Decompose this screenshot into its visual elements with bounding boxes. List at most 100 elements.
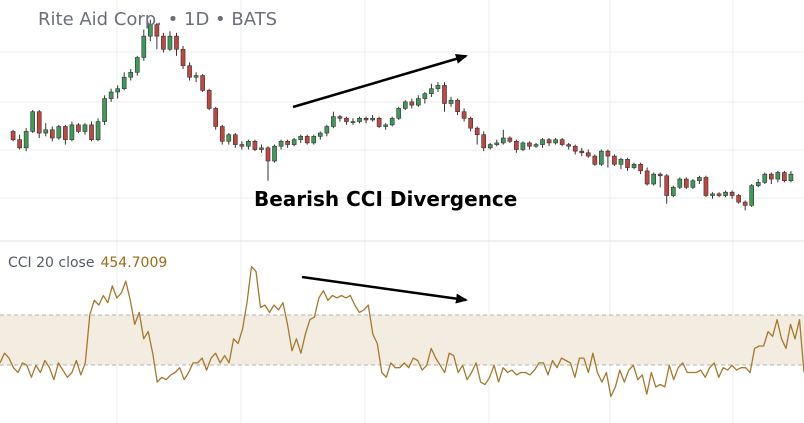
price-candles xyxy=(10,19,794,211)
candle-up xyxy=(272,145,277,162)
candle-up xyxy=(690,180,696,188)
candle-up xyxy=(141,35,147,58)
candle-down xyxy=(180,48,186,67)
candle-down xyxy=(252,140,258,150)
candle-down xyxy=(507,137,513,142)
candle-up xyxy=(396,108,402,119)
cci-divergence-arrow xyxy=(301,275,468,304)
candle-down xyxy=(664,175,670,196)
candle-up xyxy=(540,139,545,145)
candle-up xyxy=(226,134,232,142)
candle-up xyxy=(416,98,421,106)
candle-up xyxy=(553,139,558,144)
candle-down xyxy=(605,150,611,157)
candle-down xyxy=(644,170,650,185)
candle-down xyxy=(703,177,709,196)
candle-up xyxy=(775,172,781,180)
candle-up xyxy=(422,93,428,99)
candle-up xyxy=(448,99,454,104)
candle-down xyxy=(285,140,290,145)
candle-down xyxy=(304,136,310,144)
candle-up xyxy=(95,121,101,140)
candle-down xyxy=(742,201,748,206)
candle-up xyxy=(670,186,676,196)
candle-down xyxy=(455,99,460,113)
candle-up xyxy=(487,144,493,149)
candle-up xyxy=(749,185,755,206)
candle-up xyxy=(23,131,29,149)
candle-down xyxy=(63,126,68,140)
divergence-annotation: Bearish CCI Divergence xyxy=(254,187,518,211)
candle-down xyxy=(442,85,447,104)
candle-down xyxy=(174,35,179,50)
candle-up xyxy=(317,132,323,137)
candle-down xyxy=(206,90,212,109)
candle-down xyxy=(782,172,787,182)
candle-up xyxy=(167,35,173,50)
candle-down xyxy=(89,124,94,140)
candle-up xyxy=(128,71,134,78)
candle-up xyxy=(755,182,761,186)
candle-down xyxy=(344,117,349,122)
candle-up xyxy=(291,139,297,145)
candle-up xyxy=(651,173,656,185)
candle-down xyxy=(376,117,382,127)
candle-up xyxy=(259,147,264,150)
candle-up xyxy=(121,76,127,90)
candle-up xyxy=(500,137,506,144)
candle-down xyxy=(474,127,480,136)
candle-down xyxy=(546,139,552,144)
candle-down xyxy=(232,134,238,145)
candle-down xyxy=(566,144,572,147)
candle-up xyxy=(56,126,62,139)
indicator-legend: CCI 20 close 454.7009 xyxy=(8,255,167,271)
indicator-value: 454.7009 xyxy=(100,255,168,271)
candle-up xyxy=(134,57,140,73)
candle-up xyxy=(324,126,330,134)
candle-up xyxy=(710,193,715,196)
candle-up xyxy=(357,117,362,122)
candle-down xyxy=(657,173,663,177)
candle-up xyxy=(350,121,356,123)
chart-title: Rite Aid Corp. • 1D • BATS xyxy=(38,9,278,30)
candle-up xyxy=(389,117,395,126)
price-divergence-arrow xyxy=(292,54,468,109)
candle-down xyxy=(239,144,245,147)
candle-up xyxy=(298,136,304,140)
candle-down xyxy=(684,178,689,188)
candle-down xyxy=(10,131,16,140)
cci-line xyxy=(0,265,804,398)
candle-down xyxy=(187,65,192,78)
candle-up xyxy=(762,173,768,183)
candle-up xyxy=(429,88,434,94)
candle-down xyxy=(638,163,643,172)
candle-up xyxy=(311,136,317,144)
candle-down xyxy=(337,116,343,119)
candle-up xyxy=(331,116,336,127)
candle-down xyxy=(461,111,467,119)
candle-down xyxy=(363,117,369,121)
candle-up xyxy=(148,24,153,37)
candle-down xyxy=(161,35,166,50)
candle-down xyxy=(17,139,22,149)
candle-down xyxy=(468,117,473,129)
candle-up xyxy=(370,117,375,121)
indicator-label: CCI 20 close xyxy=(8,255,95,271)
candle-up xyxy=(677,178,683,188)
candle-down xyxy=(219,126,225,142)
candle-down xyxy=(154,24,160,37)
candle-down xyxy=(736,195,741,203)
candle-up xyxy=(402,101,408,109)
candle-up xyxy=(43,129,49,134)
cci-band-fill xyxy=(0,315,804,365)
candle-down xyxy=(409,101,415,106)
candle-up xyxy=(520,142,526,150)
candle-up xyxy=(30,111,36,132)
candle-down xyxy=(213,108,219,127)
candle-up xyxy=(697,177,702,182)
candle-up xyxy=(278,140,284,147)
candle-up xyxy=(494,142,500,145)
candle-up xyxy=(108,91,114,99)
